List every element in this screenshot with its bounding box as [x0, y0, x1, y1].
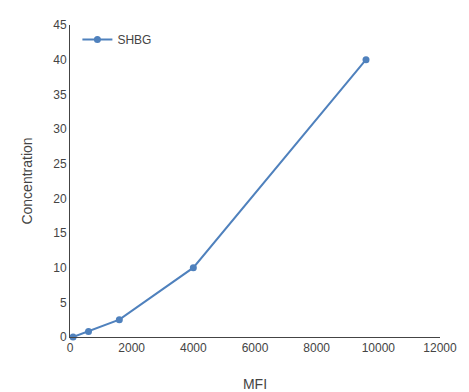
svg-text:5: 5	[60, 296, 67, 310]
svg-text:SHBG: SHBG	[117, 33, 151, 47]
svg-text:0: 0	[60, 330, 67, 344]
svg-text:10: 10	[53, 261, 67, 275]
svg-text:8000: 8000	[303, 341, 330, 355]
svg-text:Concentration: Concentration	[19, 137, 35, 224]
svg-text:35: 35	[53, 88, 67, 102]
svg-text:15: 15	[53, 226, 67, 240]
svg-text:2000: 2000	[118, 341, 145, 355]
svg-text:20: 20	[53, 192, 67, 206]
svg-text:25: 25	[53, 157, 67, 171]
svg-text:6000: 6000	[242, 341, 269, 355]
svg-text:4000: 4000	[180, 341, 207, 355]
svg-text:12000: 12000	[423, 341, 457, 355]
svg-text:MFI: MFI	[243, 376, 267, 392]
svg-text:30: 30	[53, 122, 67, 136]
svg-text:45: 45	[53, 18, 67, 32]
svg-text:0: 0	[67, 341, 74, 355]
svg-text:40: 40	[53, 53, 67, 67]
svg-text:10000: 10000	[362, 341, 396, 355]
